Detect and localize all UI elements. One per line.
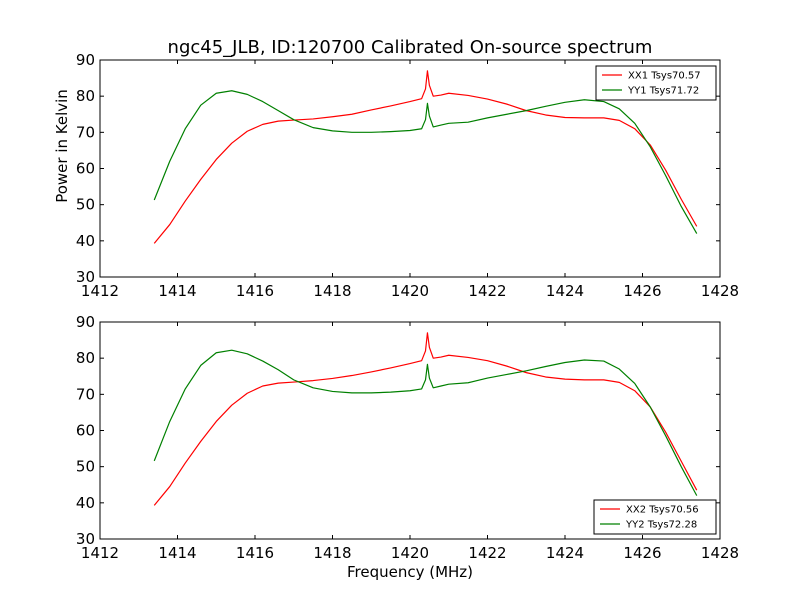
legend-label: XX1 Tsys70.57 [628, 71, 701, 82]
y-tick-label: 30 [76, 530, 95, 548]
top-panel: 1412 1414 1416 1418 1420 1422 1424 1426 1428 30 40… [76, 51, 739, 300]
x-tick-label: 1416 [236, 544, 274, 562]
y-tick-label: 60 [76, 160, 95, 178]
legend-box [595, 65, 717, 101]
x-tick-label: 1414 [158, 544, 196, 562]
legend-label: XX2 Tsys70.56 [626, 505, 699, 516]
x-tick-label: 1422 [468, 282, 506, 300]
x-tick-label: 1428 [701, 282, 739, 300]
series-line-1-0 [153, 332, 698, 506]
x-tick-label: 1418 [313, 544, 351, 562]
x-tick-label: 1420 [391, 544, 429, 562]
y-tick-label: 40 [76, 232, 95, 250]
x-tick-label: 1424 [546, 544, 584, 562]
x-tick-label: 1412 [81, 544, 119, 562]
series-line-1-1 [153, 349, 698, 496]
y-tick-label: 70 [76, 123, 95, 141]
x-tick-label: 1418 [313, 282, 351, 300]
x-tick-label: 1412 [81, 282, 119, 300]
y-tick-label: 70 [76, 385, 95, 403]
x-tick-label: 1426 [623, 544, 661, 562]
y-tick-label: 50 [76, 196, 95, 214]
y-axis-label: Power in Kelvin [53, 89, 71, 203]
legend-box [593, 499, 717, 535]
y-tick-label: 40 [76, 494, 95, 512]
x-tick-label: 1428 [701, 544, 739, 562]
series-line-0-1 [153, 90, 698, 234]
x-tick-label: 1426 [623, 282, 661, 300]
x-tick-label: 1420 [391, 282, 429, 300]
series-line-0-0 [153, 70, 698, 244]
y-tick-label: 60 [76, 422, 95, 440]
y-tick-label: 90 [76, 313, 95, 331]
chart-title: ngc45_JLB, ID:120700 Calibrated On-sourc… [168, 37, 653, 58]
legend-label: YY2 Tsys72.28 [625, 520, 697, 531]
bottom-panel: 1412 1414 1416 1418 1420 1422 1424 1426 1428 30 40… [76, 313, 739, 562]
y-tick-label: 90 [76, 51, 95, 69]
x-axis-label: Frequency (MHz) [347, 563, 473, 581]
x-tick-label: 1422 [468, 544, 506, 562]
x-tick-label: 1414 [158, 282, 196, 300]
y-tick-label: 80 [76, 87, 95, 105]
x-tick-label: 1416 [236, 282, 274, 300]
y-tick-label: 30 [76, 268, 95, 286]
x-tick-label: 1424 [546, 282, 584, 300]
y-tick-label: 80 [76, 349, 95, 367]
y-tick-label: 50 [76, 458, 95, 476]
legend-label: YY1 Tsys71.72 [627, 86, 699, 97]
